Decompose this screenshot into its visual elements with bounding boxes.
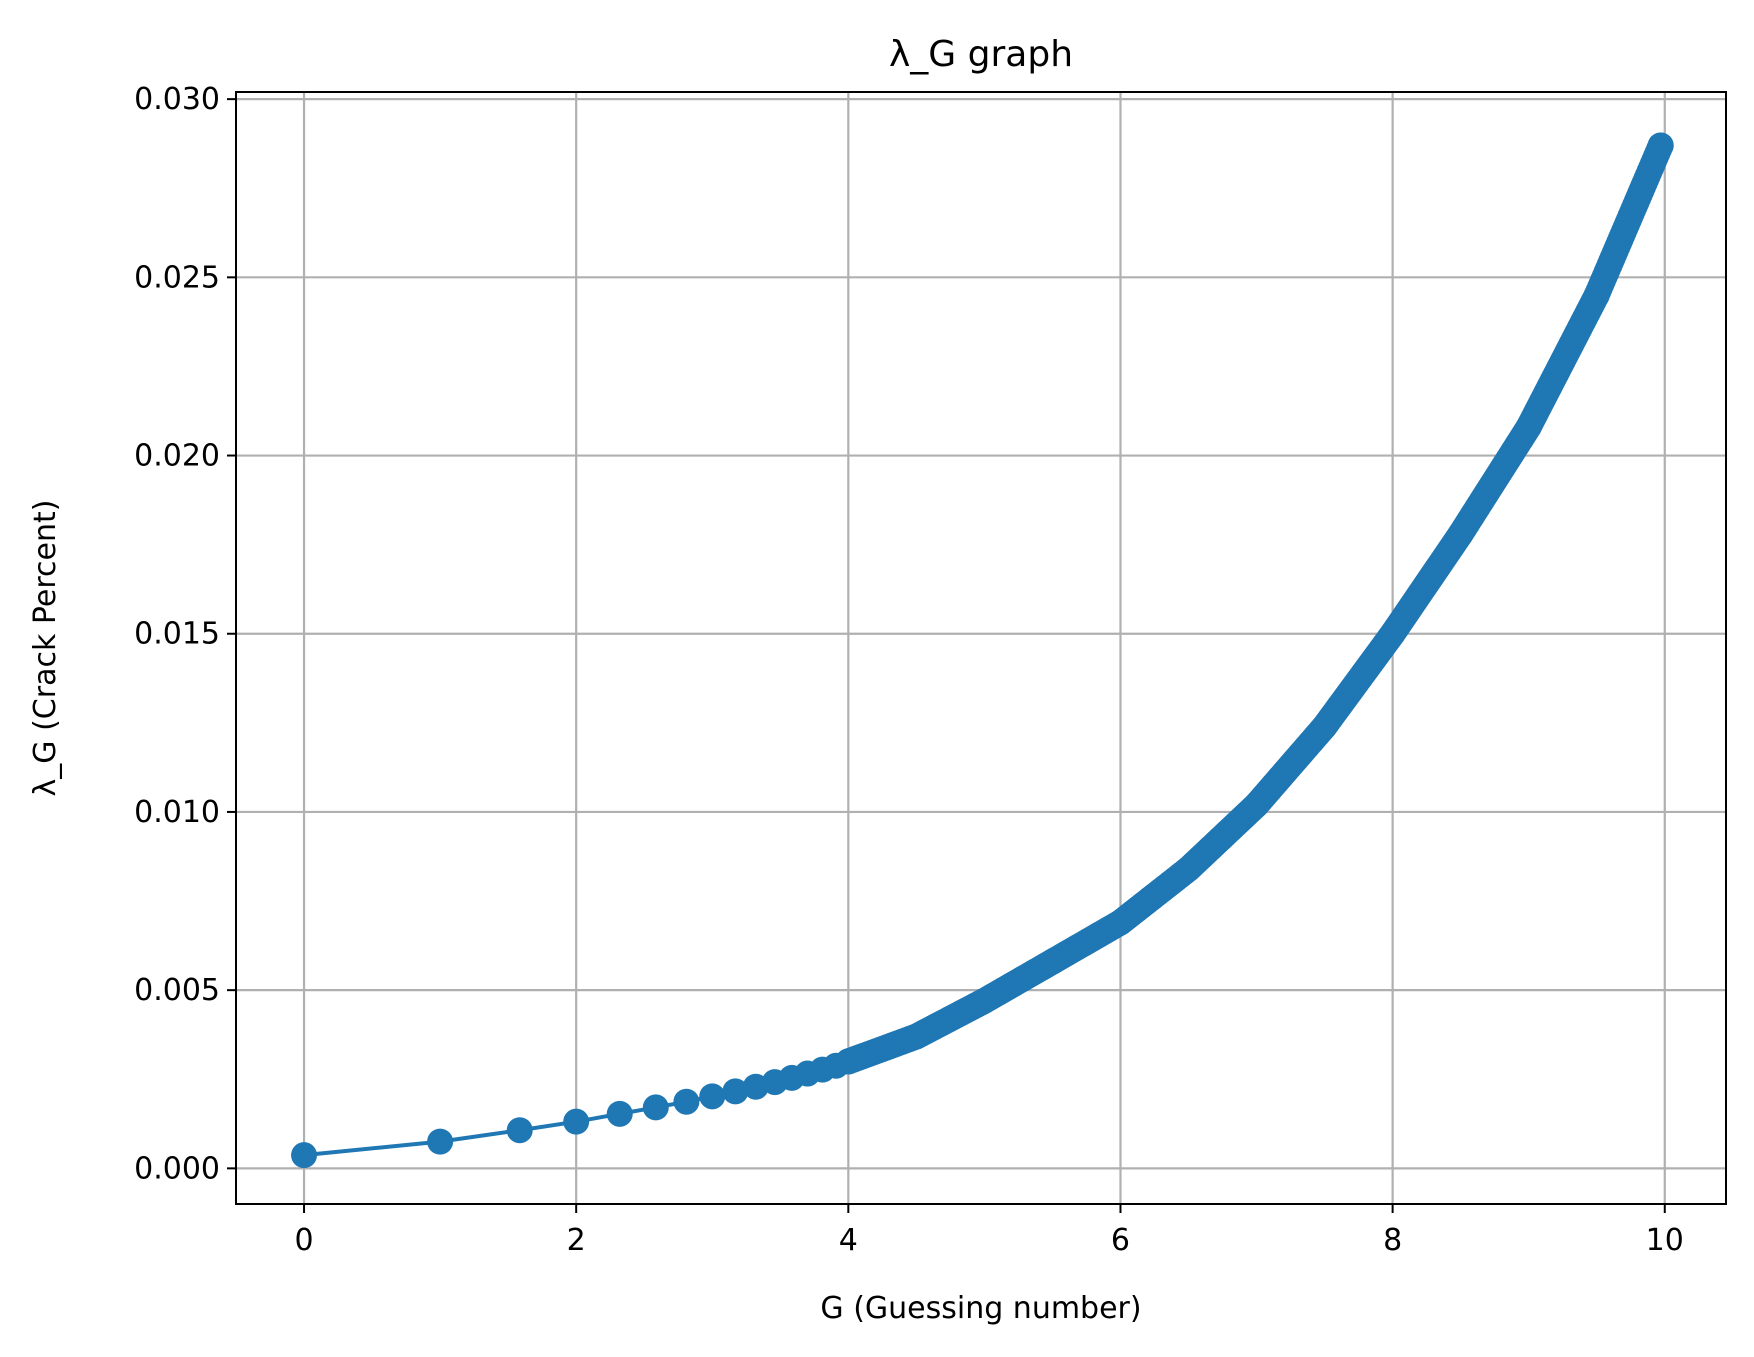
- y-tick-label: 0.030: [134, 82, 220, 117]
- data-point: [1175, 855, 1202, 882]
- data-point: [1039, 948, 1066, 975]
- plot-frame: [235, 91, 1727, 1205]
- y-tick-label: 0.025: [134, 260, 220, 295]
- data-point: [1515, 414, 1542, 441]
- data-point: [903, 1023, 930, 1050]
- y-tick-label: 0.015: [134, 617, 220, 652]
- y-axis: 0.000 0.005 0.010 0.015 0.020 0.025 0.030: [134, 82, 236, 1186]
- data-point: [699, 1083, 726, 1110]
- x-tick-label: 2: [567, 1223, 586, 1258]
- data-point: [1447, 520, 1474, 547]
- data-point: [506, 1117, 533, 1144]
- data-point: [563, 1108, 590, 1135]
- data-point: [835, 1048, 862, 1075]
- x-tick-label: 4: [839, 1223, 858, 1258]
- data-point: [1379, 620, 1406, 647]
- data-point: [722, 1078, 749, 1105]
- x-tick-label: 8: [1383, 1223, 1402, 1258]
- x-tick-label: 0: [294, 1223, 313, 1258]
- data-point: [642, 1094, 669, 1121]
- y-tick-label: 0.020: [134, 439, 220, 474]
- data-point: [1107, 909, 1134, 936]
- data-point: [291, 1142, 318, 1169]
- y-tick-label: 0.000: [134, 1151, 220, 1186]
- data-point: [606, 1100, 633, 1127]
- data-point: [1647, 132, 1674, 159]
- x-tick-label: 10: [1646, 1223, 1684, 1258]
- series-layer: [291, 132, 1674, 1169]
- y-axis-title: λ_G (Crack Percent): [28, 500, 63, 797]
- data-point: [427, 1128, 454, 1155]
- data-point: [971, 987, 998, 1014]
- y-tick-label: 0.010: [134, 795, 220, 830]
- x-axis-title: G (Guessing number): [820, 1291, 1141, 1326]
- chart-title: λ_G graph: [889, 34, 1073, 75]
- data-point: [673, 1088, 700, 1115]
- data-point: [1583, 282, 1610, 309]
- y-tick-label: 0.005: [134, 973, 220, 1008]
- data-point: [1311, 713, 1338, 740]
- data-point: [1243, 791, 1270, 818]
- x-tick-label: 6: [1111, 1223, 1130, 1258]
- grid: [236, 92, 1726, 1204]
- x-axis: 0 2 4 6 8 10: [294, 1204, 1684, 1258]
